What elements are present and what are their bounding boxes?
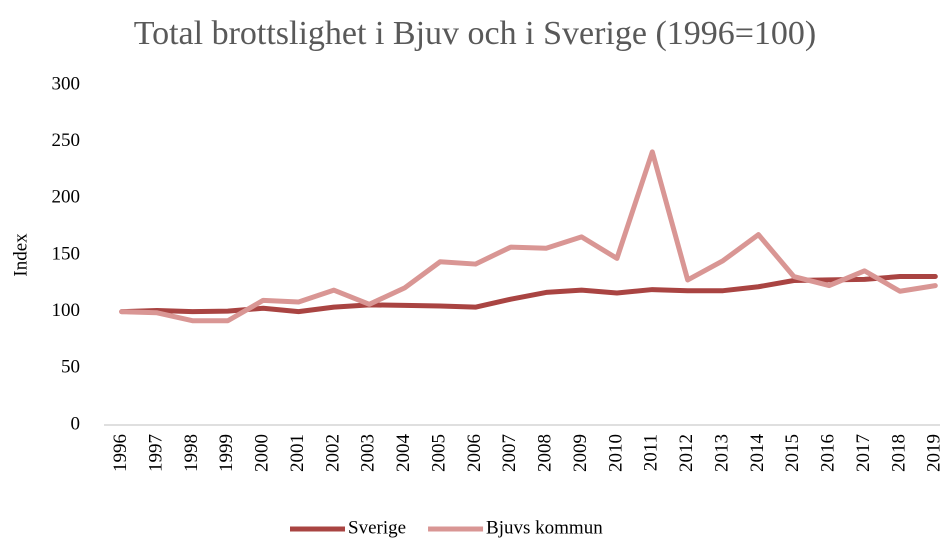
y-tick-label: 50 — [61, 357, 80, 378]
x-tick-label: 2007 — [499, 434, 520, 472]
y-tick-label: 0 — [71, 413, 81, 434]
x-tick-label: 2017 — [853, 434, 874, 472]
y-tick-label: 200 — [52, 187, 81, 208]
x-tick-label: 2008 — [535, 434, 556, 472]
chart-title: Total brottslighet i Bjuv och i Sverige … — [134, 15, 817, 52]
x-tick-label: 2011 — [641, 434, 662, 471]
x-tick-label: 2016 — [818, 434, 839, 472]
x-tick-label: 2010 — [605, 434, 626, 472]
legend-label: Sverige — [348, 517, 406, 538]
x-tick-label: 2006 — [464, 434, 485, 472]
legend-label: Bjuvs kommun — [486, 517, 603, 538]
y-tick-label: 300 — [52, 73, 81, 94]
x-tick-label: 2004 — [393, 434, 414, 473]
x-tick-label: 1997 — [145, 434, 166, 472]
x-tick-label: 2001 — [287, 434, 308, 472]
x-tick-label: 2000 — [252, 434, 273, 472]
x-tick-label: 2005 — [428, 434, 449, 472]
x-tick-label: 1996 — [110, 434, 131, 472]
x-tick-label: 2015 — [782, 434, 803, 472]
y-axis-label: Index — [10, 233, 31, 277]
x-tick-label: 2009 — [570, 434, 591, 472]
x-tick-label: 2014 — [747, 434, 768, 473]
x-tick-label: 2012 — [676, 434, 697, 472]
x-tick-label: 1998 — [181, 434, 202, 472]
x-tick-label: 1999 — [216, 434, 237, 472]
x-tick-label: 2013 — [711, 434, 732, 472]
y-tick-label: 150 — [52, 243, 81, 264]
y-tick-label: 250 — [52, 130, 81, 151]
x-tick-label: 2018 — [888, 434, 909, 472]
x-tick-label: 2003 — [358, 434, 379, 472]
x-tick-label: 2002 — [322, 434, 343, 472]
line-series — [119, 149, 938, 324]
y-tick-label: 100 — [52, 300, 81, 321]
x-tick-label: 2019 — [924, 434, 943, 472]
